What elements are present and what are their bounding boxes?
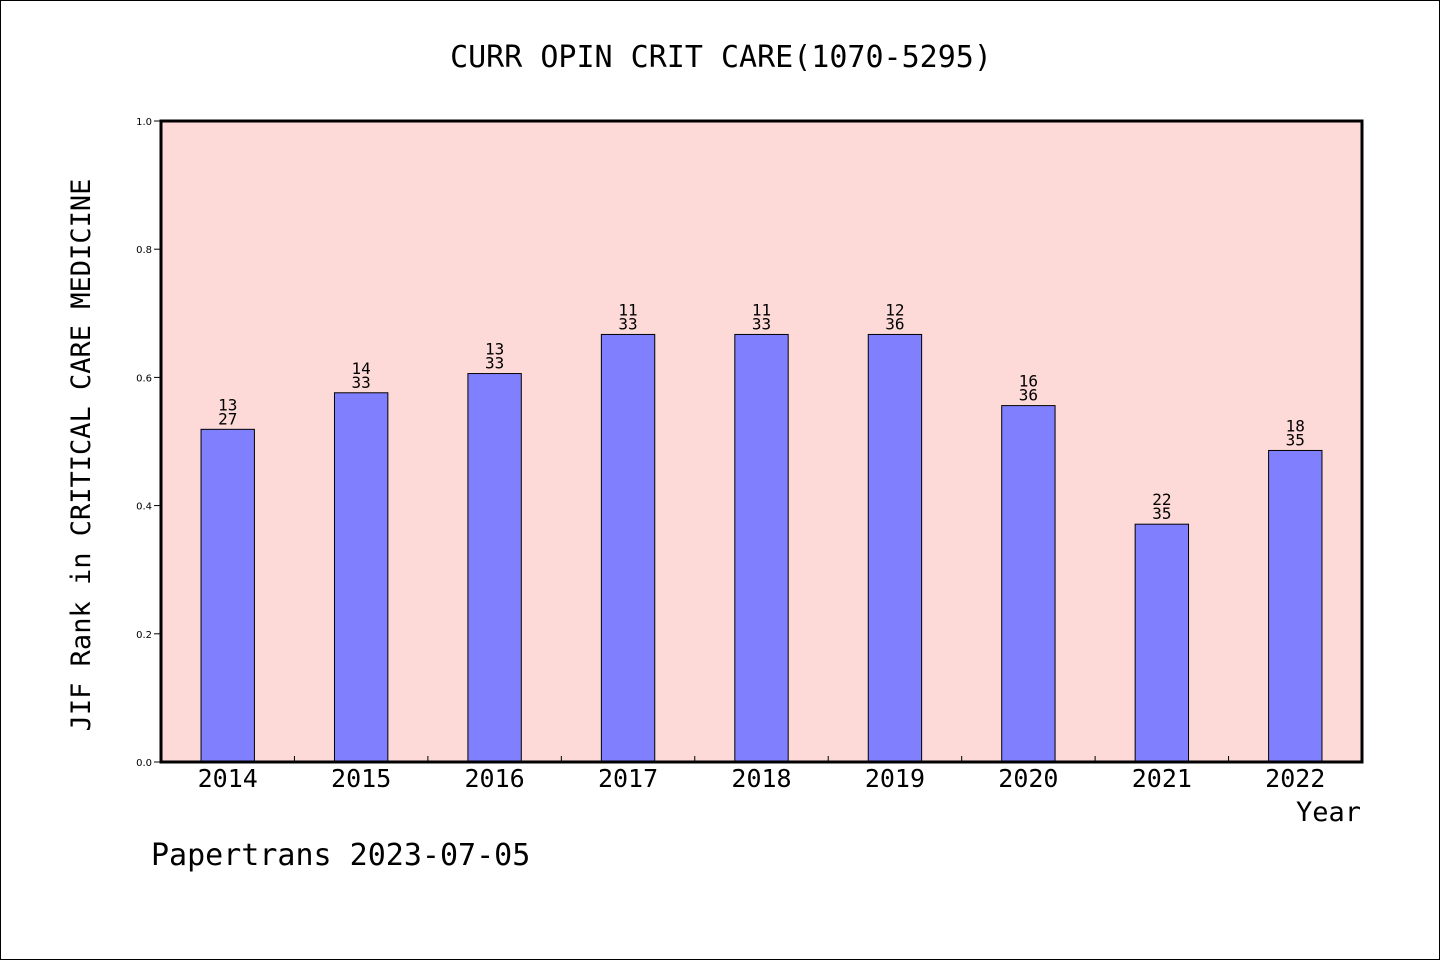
- footer-watermark: Papertrans 2023-07-05: [151, 838, 530, 873]
- bar-total-label: 33: [752, 314, 771, 333]
- y-tick-label: 0.6: [136, 373, 152, 384]
- y-tick-label: 0.8: [136, 245, 152, 256]
- bar-2014: [200, 428, 255, 763]
- bar-rank-label: 13: [218, 395, 237, 414]
- bar-series: [200, 333, 1323, 763]
- bar-2022: [1268, 449, 1323, 763]
- bar-rank-label: 11: [752, 300, 771, 319]
- y-tick-label: 0.0: [136, 758, 152, 769]
- bar-total-label: 33: [352, 373, 371, 392]
- chart-title: CURR OPIN CRIT CARE(1070-5295): [450, 40, 992, 75]
- bar-total-label: 27: [218, 409, 237, 428]
- bar-total-label: 35: [1152, 504, 1171, 523]
- bar-2016: [467, 373, 522, 763]
- y-axis-label: JIF Rank in CRITICAL CARE MEDICINE: [66, 179, 97, 732]
- x-category-label: 2016: [465, 764, 525, 793]
- bar-2020: [1001, 405, 1056, 763]
- bar-rank-label: 14: [352, 359, 371, 378]
- bar-total-label: 36: [1019, 386, 1038, 405]
- bar-total-label: 33: [618, 314, 637, 333]
- x-axis-categories: 2014 2015 2016 2017 2018 2019 2020 2021 2022: [198, 764, 1326, 793]
- bar-2021: [1134, 523, 1190, 763]
- bar-2019: [867, 333, 923, 763]
- x-category-label: 2018: [731, 764, 791, 793]
- x-category-label: 2015: [331, 764, 391, 793]
- bar-total-label: 35: [1286, 430, 1305, 449]
- bar-total-label: 33: [485, 354, 504, 373]
- bar-rank-label: 18: [1286, 416, 1305, 435]
- x-axis-label: Year: [1296, 797, 1361, 828]
- bar-rank-label: 12: [885, 300, 904, 319]
- x-category-label: 2021: [1132, 764, 1192, 793]
- bar-2017: [600, 333, 656, 763]
- bar-total-label: 36: [885, 314, 904, 333]
- x-category-label: 2019: [865, 764, 925, 793]
- bar-rank-label: 13: [485, 340, 504, 359]
- bar-2018: [734, 333, 789, 763]
- x-category-label: 2020: [998, 764, 1058, 793]
- x-category-label: 2014: [198, 764, 258, 793]
- y-tick-label: 0.2: [136, 630, 152, 641]
- bar-rank-label: 11: [618, 300, 637, 319]
- bar-2015: [333, 392, 389, 763]
- y-axis-ticks: 0.0 0.2 0.4 0.6 0.8 1.0: [136, 117, 161, 769]
- x-category-label: 2022: [1265, 764, 1325, 793]
- x-category-label: 2017: [598, 764, 658, 793]
- y-tick-label: 0.4: [136, 502, 152, 513]
- bar-rank-label: 16: [1019, 372, 1038, 391]
- y-tick-label: 1.0: [136, 117, 152, 128]
- bar-rank-label: 22: [1152, 490, 1171, 509]
- plot-frame: [159, 119, 1364, 764]
